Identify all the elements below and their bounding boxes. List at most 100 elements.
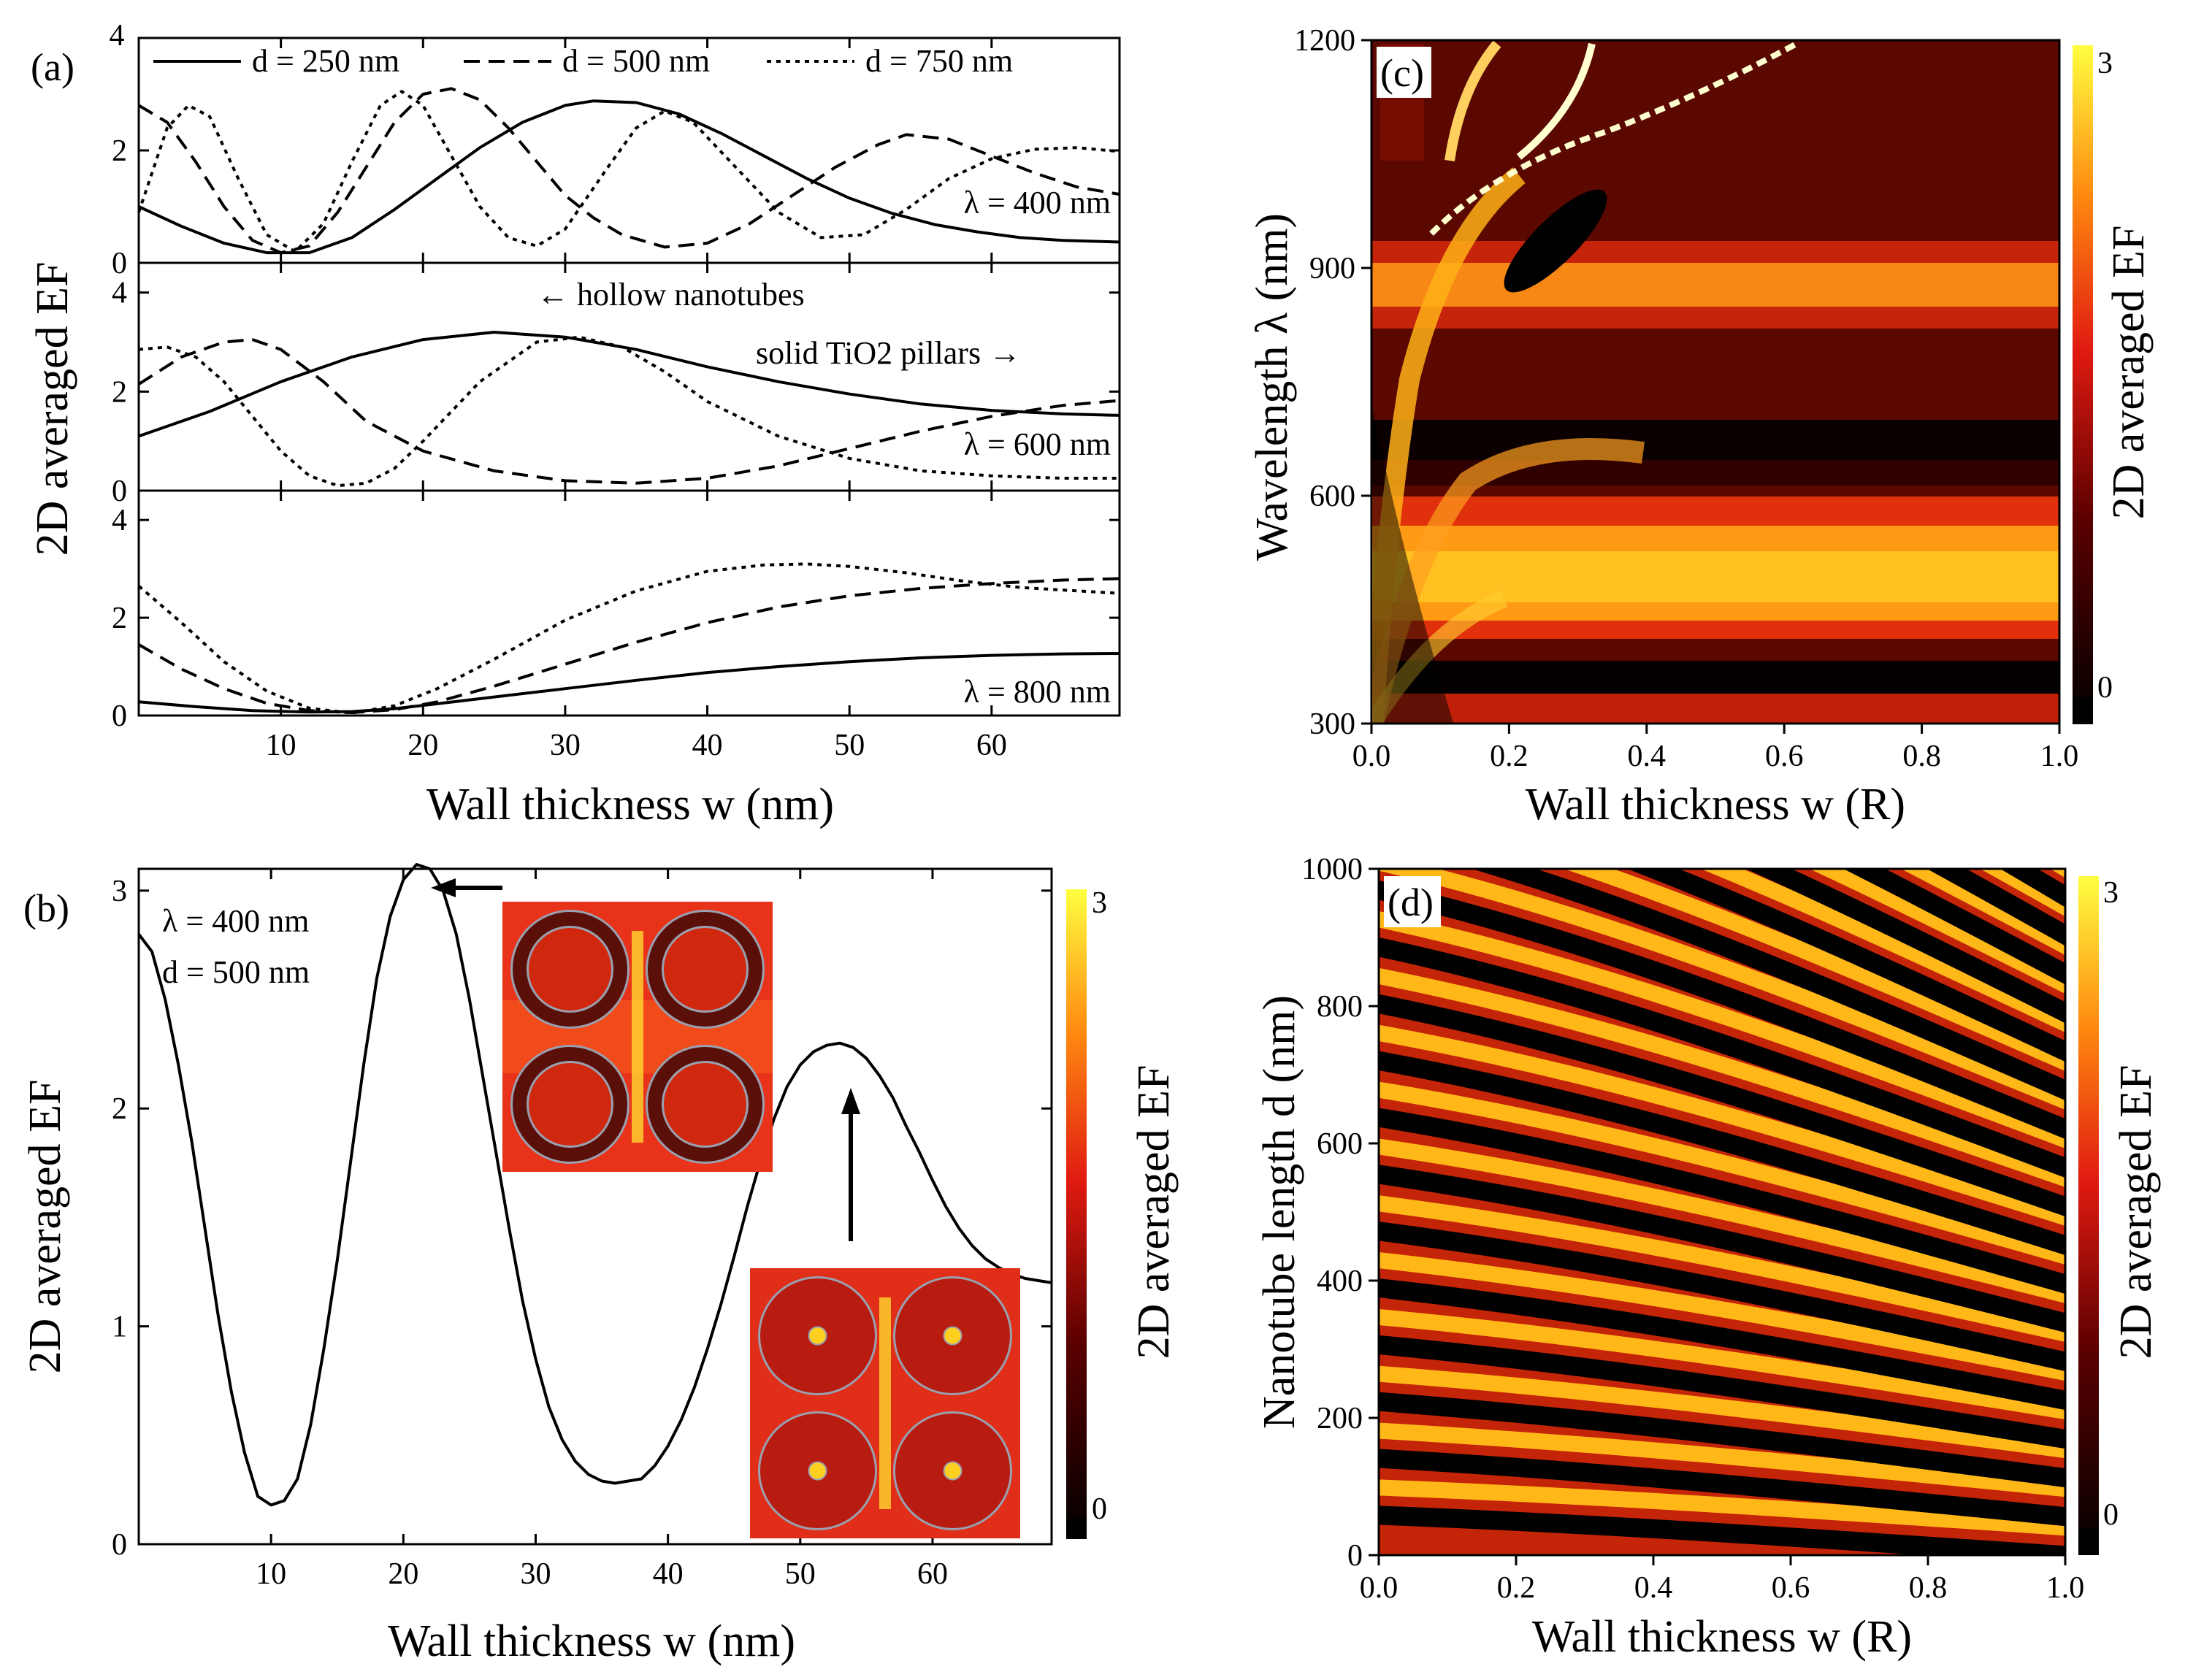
xtick-label: 0.2 [1497,1571,1536,1605]
a-sub2-lambda-label: λ = 600 nm [964,426,1111,462]
panel-d-ylabel: Nanotube length d (nm) [1255,995,1304,1429]
panel-d: (d) 0.0 0.2 0.4 0.6 0.8 1.002004006008001000 … [1255,853,2161,1662]
arrow-head-left-icon [431,878,456,897]
inset-hotspot [943,1461,963,1481]
series-d-250-nm [138,331,1120,438]
xtick-label: 10 [266,729,296,762]
heatmap-dark-band [1379,1221,2065,1372]
panel-a-subplot-400: 0 2 λ = 400 nm [112,37,1121,280]
xtick-label: 50 [834,729,865,762]
a-sub1-lambda-label: λ = 400 nm [964,185,1111,220]
panel-d-label: (d) [1388,881,1434,924]
heatmap-dark-band [1745,869,2065,1024]
ytick-label: 4 [112,277,127,310]
inset-tube-inner [527,926,613,1013]
heatmap-bright-band [1379,1081,2065,1265]
panel-c-axes: 0.0 0.2 0.4 0.6 0.8 1.0 300 600 900 1200 [1294,24,2078,773]
xtick-label: 60 [976,729,1007,762]
ytick-label: 0 [112,699,127,733]
panel-c-colorbar-min: 0 [2097,671,2113,705]
panel-b-label: (b) [23,886,69,930]
panel-b-xlabel: Wall thickness w (nm) [388,1616,795,1666]
inset-hotspot [808,1461,827,1481]
inset-tube-inner [527,1061,613,1148]
xtick-label: 0.2 [1490,740,1528,773]
panel-d-colorbar-label: 2D averaged EF [2111,1065,2161,1359]
heatmap-dark-band [1379,1278,2065,1411]
inset-hotspot [943,1326,963,1346]
xtick-label: 0.8 [1902,740,1941,773]
heatmap-dark-band [1379,1335,2065,1449]
panel-c-ylabel: Wavelength λ (nm) [1247,213,1297,561]
heatmap-dark-band [1843,869,2065,985]
series-d-750-nm [137,562,1120,715]
heatmap-bright-band [1700,869,2065,1033]
heatmap-dark-band [1379,1051,2065,1256]
xtick-label: 0.6 [1765,740,1804,773]
xtick-label: 0.0 [1360,1571,1398,1605]
panel-a-legend: d = 250 nm d = 500 nm d = 750 nm [153,43,1013,79]
ytick-label: 300 [1309,707,1355,741]
ytick-label: 1000 [1301,853,1363,886]
heatmap-bright-band [1379,1422,2065,1497]
xtick-label: 0.4 [1628,740,1667,773]
panel-b-ylabel: 2D averaged EF [20,1080,70,1374]
legend-d500: d = 500 nm [562,43,710,79]
heatmap-dark-band [1379,994,2065,1217]
xtick-label: 10 [256,1557,286,1591]
ytick-label: 0 [112,247,127,280]
xtick-label: 20 [388,1557,418,1591]
heatmap-dark-band [1627,869,2065,1062]
heatmap-bright-band [1379,869,2065,1111]
ytick-label: 0 [1347,1539,1363,1573]
annotation-solid-pillars: solid TiO2 pillars → [756,335,1021,371]
heatmap-bright-band [1379,1479,2065,1536]
panel-c-xlabel: Wall thickness w (R) [1526,780,1905,829]
ytick-label: 2 [112,375,127,409]
series-d-500-nm [137,863,1052,1507]
xtick-label: 30 [550,729,581,762]
heatmap-dark-band [1379,1165,2065,1333]
panel-a-subplot-800: 0 2 4 10 20 30 40 50 60 λ = 800 nm [112,489,1121,762]
panel-a-xlabel: Wall thickness w (nm) [426,780,834,829]
panel-a-subplot-600: 0 2 4 λ = 600 nm [112,261,1121,508]
ytick-label: 2 [112,602,127,635]
ytick-label: 200 [1317,1402,1363,1435]
xtick-label: 30 [520,1557,551,1591]
inset-gap-highlight [632,931,643,1143]
xtick-label: 60 [917,1557,948,1591]
xtick-label: 0.6 [1772,1571,1810,1605]
ytick-label: 4 [112,504,127,537]
ytick-label: 2 [112,134,127,168]
b-plot-frame [137,867,1053,1546]
panel-a-top-axis-max: 4 [110,19,125,53]
panel-b-colorbar-label: 2D averaged EF [1129,1065,1179,1359]
series-d-750-nm [138,335,1120,488]
heatmap-bright-band [1901,869,2065,956]
ytick-label: 900 [1309,252,1355,285]
ytick-label: 600 [1309,480,1355,513]
xtick-label: 40 [653,1557,684,1591]
series-d-250-nm [138,99,1120,255]
inset-hotspot [808,1326,827,1346]
heatmap-dark-band [1379,1108,2065,1294]
series-d-500-nm [137,338,1120,485]
heatmap-dark-band [1926,869,2065,946]
panel-a: (a) 4 d = 250 nm d = 500 nm d = 750 nm 0… [28,19,1121,829]
panel-b-colorbar-min: 0 [1092,1492,1107,1526]
inset-field-map-hollow [502,902,773,1172]
a-sub3-lambda-label: λ = 800 nm [964,674,1111,710]
panel-c-colorbar-max: 3 [2097,47,2113,80]
panel-c-heatmap [1371,40,2059,724]
inset-field-map-solid [750,1268,1020,1538]
panel-c-colorbar [2073,45,2093,724]
heatmap-dark-band [1379,937,2065,1178]
ytick-label: 2 [112,1092,127,1126]
panel-b-colorbar [1066,889,1087,1539]
panel-d-heatmap [1379,869,2065,1555]
panel-b-lambda-text: λ = 400 nm [162,903,309,939]
ytick-label: 0 [112,475,127,508]
heatmap-bright-band [1379,1195,2065,1343]
panel-b-colorbar-max: 3 [1092,886,1107,920]
